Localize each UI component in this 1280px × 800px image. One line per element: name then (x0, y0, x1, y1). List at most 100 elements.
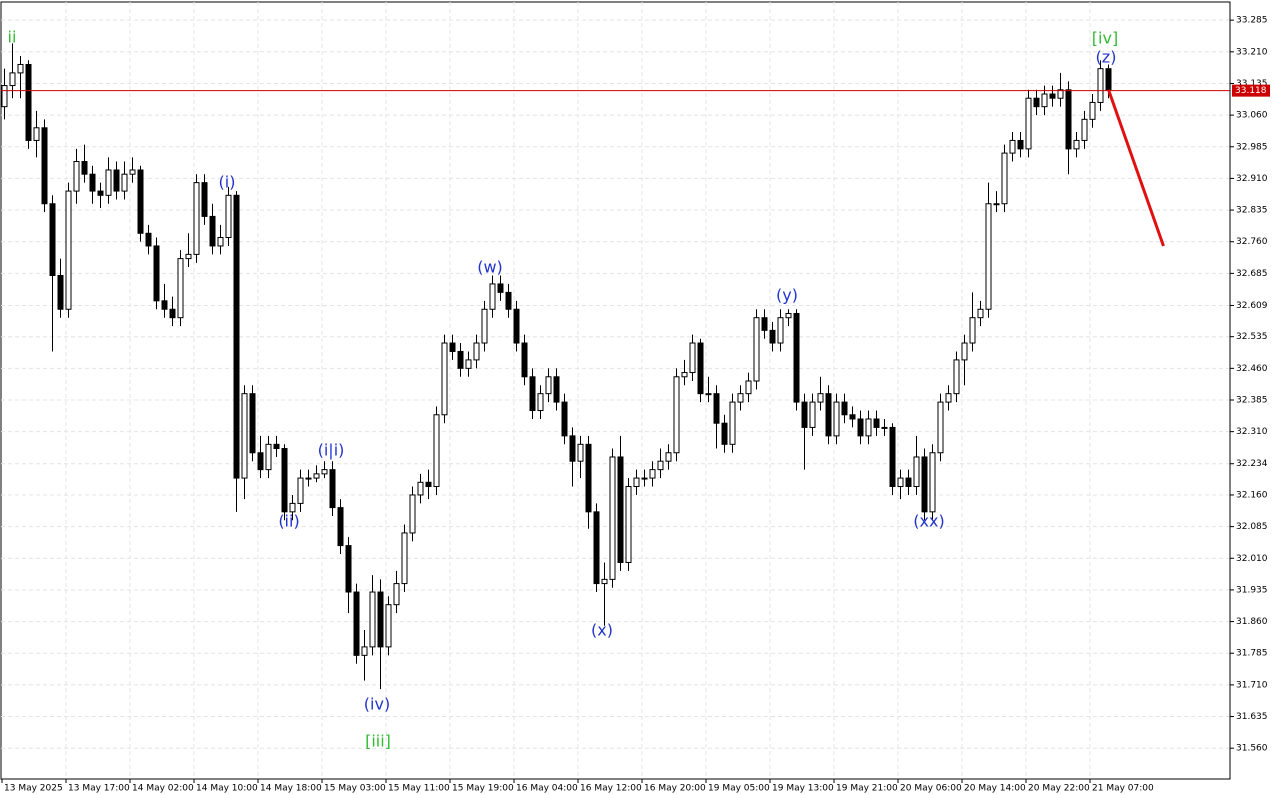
y-tick-label: 31.935 (1236, 585, 1268, 595)
candle-body (377, 591, 384, 648)
candle-body (129, 169, 136, 175)
candle-body (33, 127, 40, 141)
candle-body (969, 317, 976, 344)
candle-body (257, 452, 264, 471)
candle-body (1049, 93, 1056, 99)
candle-body (25, 63, 32, 141)
x-tick-label: 14 May 02:00 (132, 784, 194, 794)
candle-body (825, 393, 832, 437)
candle-body (329, 469, 336, 509)
y-tick-label: 32.910 (1236, 174, 1268, 184)
candle-body (849, 414, 856, 420)
candle-body (553, 376, 560, 403)
candle-body (785, 312, 792, 319)
candle-body (801, 401, 808, 428)
candle-body (201, 182, 208, 217)
candle-body (977, 308, 984, 319)
candle-body (1, 85, 8, 108)
x-tick-label: 16 May 04:00 (516, 784, 578, 794)
candle-body (721, 422, 728, 445)
candle-body (913, 456, 920, 488)
candle-body (705, 393, 712, 396)
candle-body (321, 469, 328, 475)
candle-body (945, 393, 952, 403)
candle-body (601, 578, 608, 585)
candle-body (561, 401, 568, 437)
x-tick-label: 13 May 2025 (4, 784, 63, 794)
candle-body (921, 456, 928, 513)
y-tick-label: 32.160 (1236, 490, 1268, 500)
candle-body (361, 646, 368, 656)
candle-body (369, 591, 376, 648)
candle-body (433, 414, 440, 488)
candle-body (9, 72, 16, 87)
candle-body (57, 274, 64, 310)
candle-body (105, 169, 112, 196)
candle-body (161, 300, 168, 310)
candle-body (465, 359, 472, 369)
candle-body (745, 380, 752, 395)
candle-body (673, 376, 680, 454)
candle-body (625, 486, 632, 563)
wave-label: (z) (1096, 48, 1117, 67)
candle-body (865, 418, 872, 437)
candle-body (729, 401, 736, 445)
candle-body (809, 401, 816, 428)
y-tick-label: 33.135 (1236, 79, 1268, 89)
candle-body (145, 232, 152, 247)
candle-body (873, 418, 880, 428)
candle-body (889, 426, 896, 488)
candle-body (897, 477, 904, 488)
candle-body (545, 376, 552, 395)
y-tick-label: 32.760 (1236, 237, 1268, 247)
candle-body (1089, 101, 1096, 120)
y-tick-label: 32.085 (1236, 522, 1268, 532)
candle-body (737, 393, 744, 403)
candle-body (1057, 89, 1064, 99)
candle-body (777, 317, 784, 344)
x-tick-label: 21 May 07:00 (1092, 784, 1154, 794)
candle-body (521, 342, 528, 378)
candle-body (633, 477, 640, 488)
candle-body (497, 283, 504, 293)
candle-body (481, 308, 488, 344)
candle-body (337, 507, 344, 547)
candle-body (993, 203, 1000, 206)
x-tick-label: 16 May 12:00 (580, 784, 642, 794)
candle-body (857, 418, 864, 437)
candle-body (513, 308, 520, 344)
candle-body (401, 532, 408, 585)
candle-body (345, 545, 352, 593)
x-tick-label: 15 May 11:00 (388, 784, 450, 794)
candle-body (505, 291, 512, 310)
candle-body (1105, 68, 1112, 91)
x-tick-label: 14 May 10:00 (196, 784, 258, 794)
candle-body (1001, 152, 1008, 205)
y-tick-label: 32.460 (1236, 364, 1268, 374)
candle-body (473, 342, 480, 361)
candle-body (1033, 97, 1040, 108)
price-label: 33.118 (1235, 86, 1267, 96)
x-tick-label: 16 May 20:00 (644, 784, 706, 794)
y-tick-label: 32.010 (1236, 554, 1268, 564)
candle-body (289, 502, 296, 513)
y-tick-label: 31.710 (1236, 680, 1268, 690)
candle-body (929, 452, 936, 513)
wave-label: (xx) (913, 512, 944, 531)
wave-label: [iv] (1092, 29, 1118, 48)
y-tick-label: 32.685 (1236, 269, 1268, 279)
candle-body (649, 469, 656, 479)
wave-label: (i|i) (318, 441, 345, 460)
candle-body (617, 456, 624, 563)
wave-label: (w) (477, 258, 503, 277)
candle-body (281, 448, 288, 513)
candle-body (681, 372, 688, 378)
candle-body (529, 376, 536, 412)
x-tick-label: 19 May 13:00 (772, 784, 834, 794)
candle-body (177, 258, 184, 319)
candle-body (121, 173, 128, 192)
candle-body (817, 393, 824, 403)
y-tick-label: 31.635 (1236, 712, 1268, 722)
candle-body (217, 237, 224, 247)
